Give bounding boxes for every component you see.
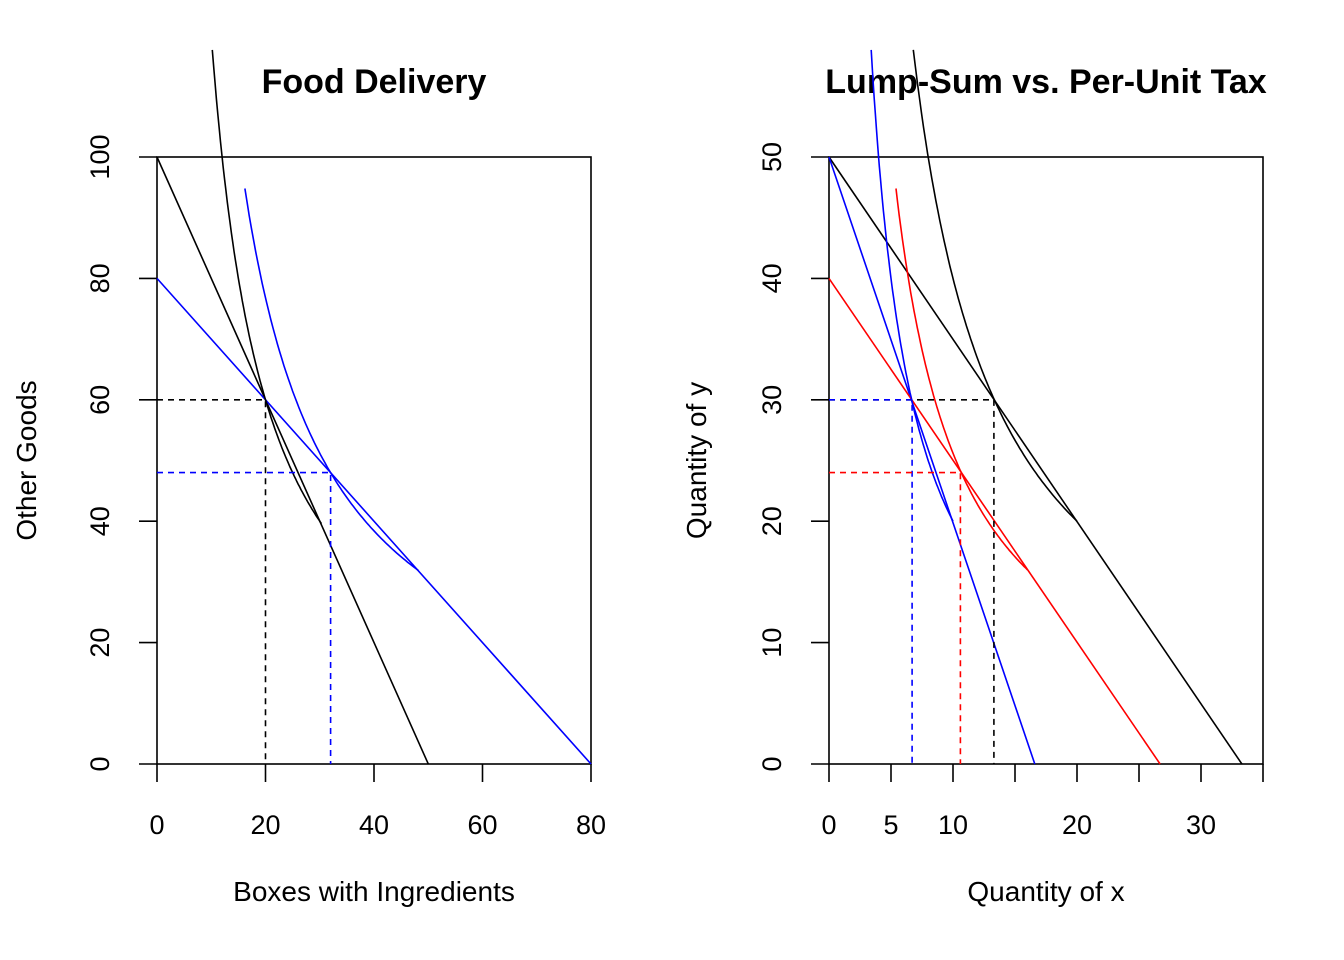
y-tick-label: 60 <box>85 385 115 415</box>
indifference-curve <box>244 188 419 572</box>
y-tick-label: 10 <box>757 628 787 658</box>
x-tick-label: 30 <box>1186 810 1216 840</box>
y-tick-label: 0 <box>757 756 787 771</box>
budget-line <box>828 156 1243 765</box>
x-tick-label: 20 <box>250 810 280 840</box>
y-tick-label: 20 <box>757 506 787 536</box>
budget-line <box>156 156 430 765</box>
x-tick-label: 20 <box>1062 810 1092 840</box>
x-tick-label: 0 <box>149 810 164 840</box>
indifference-curve <box>870 49 954 522</box>
x-tick-label: 5 <box>883 810 898 840</box>
plot-frame <box>828 156 1264 765</box>
x-axis-label: Boxes with Ingredients <box>233 876 515 907</box>
guide-line <box>157 398 267 764</box>
chart-panel-2: Lump-Sum vs. Per-Unit Tax Quantity of x Qu… <box>681 49 1267 907</box>
y-tick-label: 50 <box>757 142 787 172</box>
y-tick-label: 40 <box>85 506 115 536</box>
guide-line <box>829 398 913 764</box>
chart-title: Food Delivery <box>262 63 487 101</box>
y-tick-label: 40 <box>757 263 787 293</box>
x-tick-label: 0 <box>821 810 836 840</box>
budget-line <box>828 156 1036 765</box>
guide-line <box>829 398 995 764</box>
chart-title: Lump-Sum vs. Per-Unit Tax <box>825 63 1267 101</box>
y-tick-label: 0 <box>85 756 115 771</box>
guide-line <box>829 471 962 764</box>
y-tick-label: 100 <box>85 134 115 179</box>
budget-line <box>156 277 592 765</box>
y-axis-label: Other Goods <box>11 380 42 540</box>
y-axis-label: Quantity of y <box>681 382 712 539</box>
x-tick-label: 40 <box>359 810 389 840</box>
indifference-curve <box>211 49 323 525</box>
x-tick-label: 80 <box>576 810 606 840</box>
x-tick-label: 10 <box>938 810 968 840</box>
guide-line <box>157 471 332 764</box>
y-tick-label: 80 <box>85 263 115 293</box>
indifference-curve <box>912 49 1078 522</box>
y-tick-label: 20 <box>85 628 115 658</box>
x-tick-label: 60 <box>467 810 497 840</box>
plot-frame <box>156 156 592 765</box>
indifference-curve <box>895 188 1028 571</box>
y-tick-label: 30 <box>757 385 787 415</box>
chart-panel-1: Food Delivery Boxes with Ingredients Other… <box>11 49 606 907</box>
x-axis-label: Quantity of x <box>967 876 1124 907</box>
